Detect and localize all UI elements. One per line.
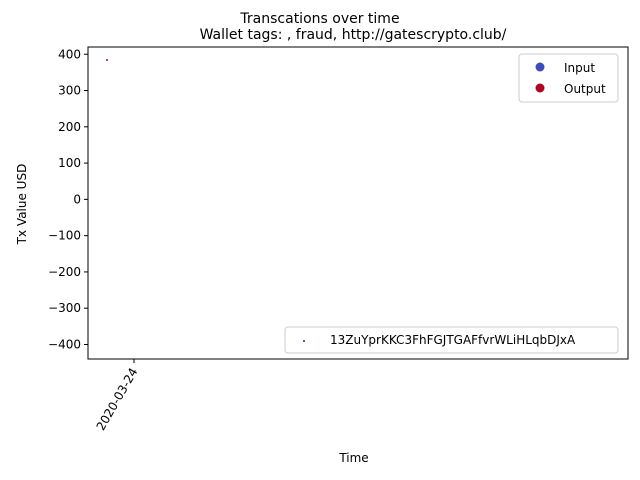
chart-suptitle: Transcations over time xyxy=(239,11,399,27)
data-points xyxy=(106,59,108,62)
y-axis-ticks: 400 300 200 100 0 −100 −200 −300 −400 xyxy=(48,47,88,351)
y-axis-label: Tx Value USD xyxy=(15,164,29,246)
y-tick-label: 0 xyxy=(73,192,81,206)
y-tick-label: −300 xyxy=(48,301,81,315)
hue-legend: Input Output xyxy=(518,53,619,103)
legend-marker-input xyxy=(535,62,545,72)
chart-title: Wallet tags: , fraud, http://gatescrypto… xyxy=(200,27,507,43)
x-tick-label: 2020-03-24 xyxy=(94,366,141,433)
y-tick-label: −200 xyxy=(48,265,81,279)
legend-marker-output xyxy=(535,83,545,93)
series-legend-marker xyxy=(303,340,305,342)
y-tick-label: −400 xyxy=(48,337,81,351)
y-tick-label: 300 xyxy=(58,84,81,98)
x-axis-ticks: 2020-03-24 xyxy=(94,359,141,433)
x-axis-label: Time xyxy=(338,451,368,465)
series-legend-box xyxy=(284,326,619,354)
y-tick-label: −100 xyxy=(48,229,81,243)
series-legend-label: 13ZuYprKKC3FhFGJTGAFfvrWLiHLqbDJxA xyxy=(330,333,576,347)
legend-label-input: Input xyxy=(564,61,595,75)
series-legend: 13ZuYprKKC3FhFGJTGAFfvrWLiHLqbDJxA xyxy=(284,326,619,354)
data-point-output xyxy=(106,59,108,62)
legend-label-output: Output xyxy=(564,82,606,96)
y-tick-label: 400 xyxy=(58,47,81,61)
y-tick-label: 200 xyxy=(58,120,81,134)
y-tick-label: 100 xyxy=(58,156,81,170)
